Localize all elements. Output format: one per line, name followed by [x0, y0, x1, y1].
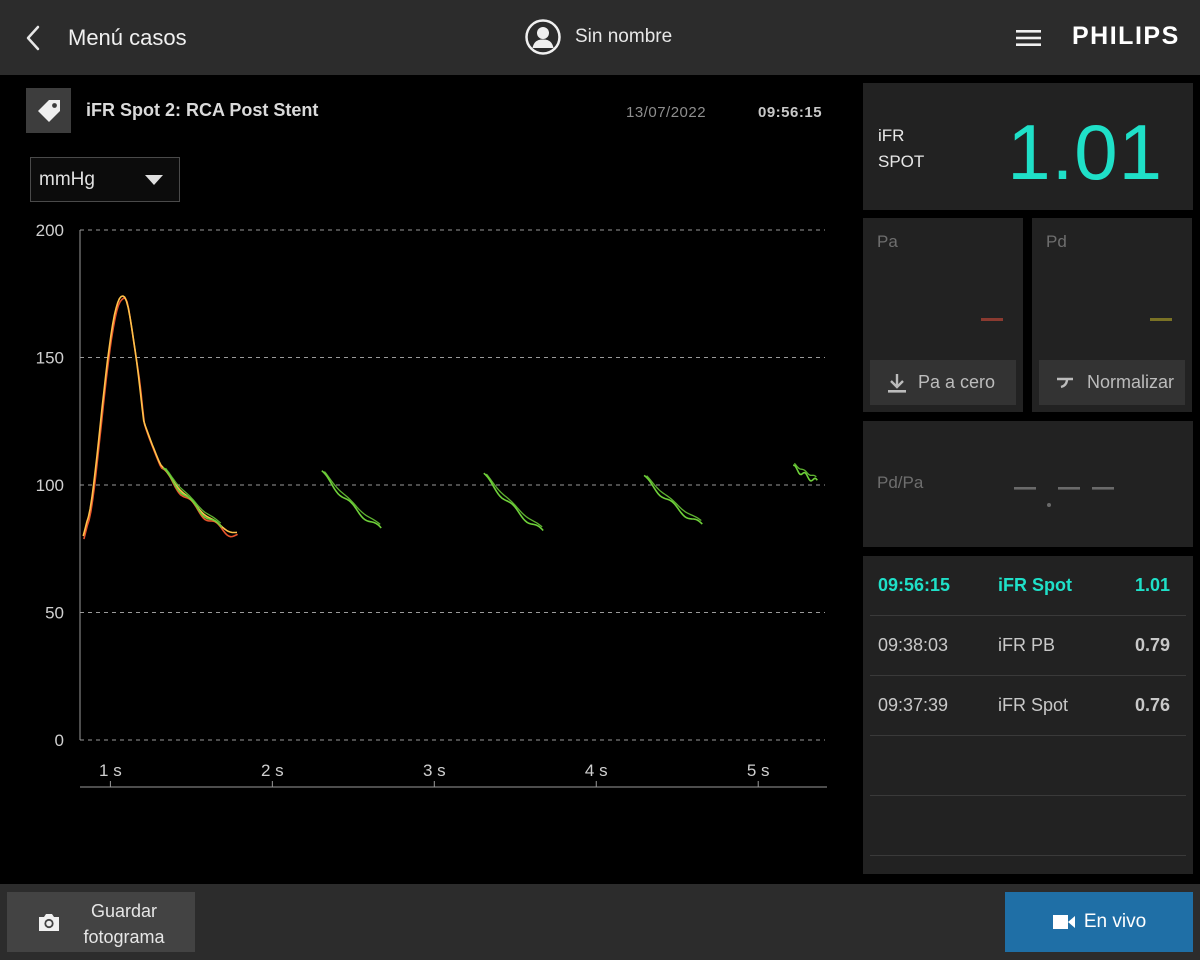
history-value: 0.79	[1134, 635, 1170, 655]
y-tick-label: 0	[55, 731, 64, 750]
pa-panel: Pa Pa a cero	[863, 218, 1023, 412]
waveform-series-pd	[82, 295, 238, 537]
save-snapshot-label: Guardar fotograma	[69, 898, 179, 950]
ifr-value: 1.01	[1007, 108, 1163, 196]
normalize-label: Normalizar	[1087, 372, 1175, 392]
pa-zero-button[interactable]: Pa a cero	[870, 360, 1016, 405]
brand-logo: PHILIPS	[1072, 22, 1180, 50]
save-snapshot-label-line2: fotograma	[83, 927, 165, 947]
bottom-bar: Guardar fotograma En vivo	[0, 884, 1200, 960]
history-row[interactable]: 09:56:15 iFR Spot 1.01	[870, 556, 1186, 616]
pd-pa-label: Pd/Pa	[877, 473, 924, 492]
back-menu-label[interactable]: Menú casos	[68, 25, 187, 50]
save-snapshot-label-line1: Guardar	[90, 901, 158, 921]
y-tick-label: 50	[45, 604, 64, 623]
x-tick-label: 2 s	[261, 761, 284, 780]
history-mode: iFR PB	[998, 635, 1056, 655]
pd-pa-ratio-panel: Pd/Pa	[863, 421, 1193, 547]
pa-zero-label: Pa a cero	[918, 372, 996, 392]
history-row[interactable]: 09:37:39 iFR Spot 0.76	[870, 676, 1186, 736]
measurement-history-panel: 09:56:15 iFR Spot 1.01 09:38:03 iFR PB 0…	[863, 556, 1193, 874]
pd-panel: Pd Normalizar	[1032, 218, 1192, 412]
user-avatar-icon	[525, 19, 561, 55]
video-camera-icon	[1052, 915, 1075, 929]
x-tick-label: 3 s	[423, 761, 446, 780]
ifr-label-line2: SPOT	[878, 152, 925, 171]
back-chevron-icon[interactable]	[22, 24, 46, 52]
patient-selector[interactable]: Sin nombre	[525, 19, 672, 55]
history-mode: iFR Spot	[998, 695, 1069, 715]
waveform-series-pa	[83, 297, 238, 540]
y-tick-label: 100	[36, 476, 64, 495]
history-value: 1.01	[1134, 575, 1170, 595]
ifr-window-segment	[162, 464, 818, 532]
history-time: 09:37:39	[878, 695, 949, 715]
x-tick-label: 4 s	[585, 761, 608, 780]
pa-value-placeholder	[981, 318, 1003, 321]
case-title: iFR Spot 2: RCA Post Stent	[86, 100, 319, 120]
history-time: 09:56:15	[878, 575, 951, 595]
ifr-window-segment	[164, 462, 817, 528]
download-icon	[888, 373, 906, 393]
case-time: 09:56:15	[758, 104, 823, 121]
x-tick-label: 5 s	[747, 761, 770, 780]
tag-icon[interactable]	[26, 88, 71, 133]
y-tick-label: 200	[36, 221, 64, 240]
chevron-down-icon	[145, 175, 163, 185]
pd-pa-value-placeholder	[1014, 487, 1114, 507]
history-row-empty	[870, 736, 1186, 796]
history-value: 0.76	[1134, 695, 1170, 715]
y-tick-label: 150	[36, 349, 64, 368]
patient-name: Sin nombre	[575, 26, 673, 47]
normalize-button[interactable]: Normalizar	[1039, 360, 1185, 405]
pressure-waveform-chart: 0 50 100 150 200 1 s 2 s 3 s 4 s 5 s	[36, 221, 827, 788]
camera-icon	[39, 914, 59, 931]
pd-label: Pd	[1046, 232, 1067, 251]
history-mode: iFR Spot	[998, 575, 1072, 595]
unit-dropdown-value: mmHg	[39, 169, 95, 190]
ifr-label-line1: iFR	[878, 126, 905, 145]
pd-value-placeholder	[1150, 318, 1172, 321]
history-row-empty	[870, 796, 1186, 856]
ifr-result-panel: iFR SPOT 1.01	[863, 83, 1193, 210]
hamburger-menu-icon[interactable]	[1015, 28, 1043, 48]
normalize-icon	[1057, 377, 1073, 388]
case-date: 13/07/2022	[626, 104, 707, 121]
unit-dropdown[interactable]: mmHg	[30, 157, 180, 202]
history-row[interactable]: 09:38:03 iFR PB 0.79	[870, 616, 1186, 676]
x-tick-label: 1 s	[99, 761, 122, 780]
ifr-label: iFR SPOT	[878, 123, 938, 175]
live-label: En vivo	[1083, 911, 1147, 932]
history-time: 09:38:03	[878, 635, 949, 655]
top-bar: Menú casos Sin nombre PHILIPS	[0, 0, 1200, 75]
pa-label: Pa	[877, 232, 898, 251]
live-button[interactable]: En vivo	[1005, 892, 1193, 952]
save-snapshot-button[interactable]: Guardar fotograma	[7, 892, 195, 952]
